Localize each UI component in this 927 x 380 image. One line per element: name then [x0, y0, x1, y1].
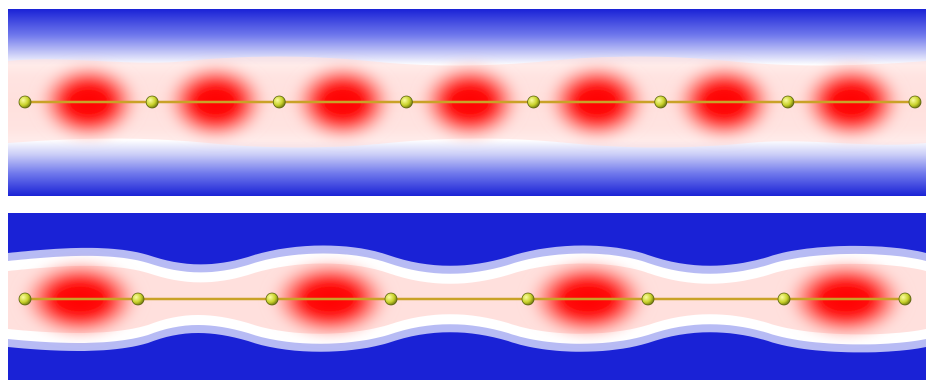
atom-sphere	[908, 95, 922, 109]
atom-sphere	[527, 95, 540, 109]
density-map-bottom-panel	[8, 213, 926, 380]
atom-sphere	[272, 95, 286, 109]
atom-sphere	[400, 95, 413, 109]
density-map-top-svg	[8, 9, 926, 196]
atom-sphere	[18, 292, 32, 306]
atom-sphere	[654, 95, 668, 109]
atom-sphere	[777, 292, 791, 306]
atom-sphere	[18, 95, 32, 109]
atom-sphere	[265, 292, 279, 306]
atom-sphere	[898, 292, 912, 306]
atom-sphere	[131, 292, 145, 306]
atom-sphere	[521, 292, 535, 306]
atom-sphere	[145, 95, 159, 109]
density-map-bottom-svg	[8, 213, 926, 380]
atom-sphere	[781, 95, 795, 109]
density-map-top-panel	[8, 9, 926, 196]
atom-sphere	[641, 292, 655, 306]
atom-sphere	[384, 292, 398, 306]
